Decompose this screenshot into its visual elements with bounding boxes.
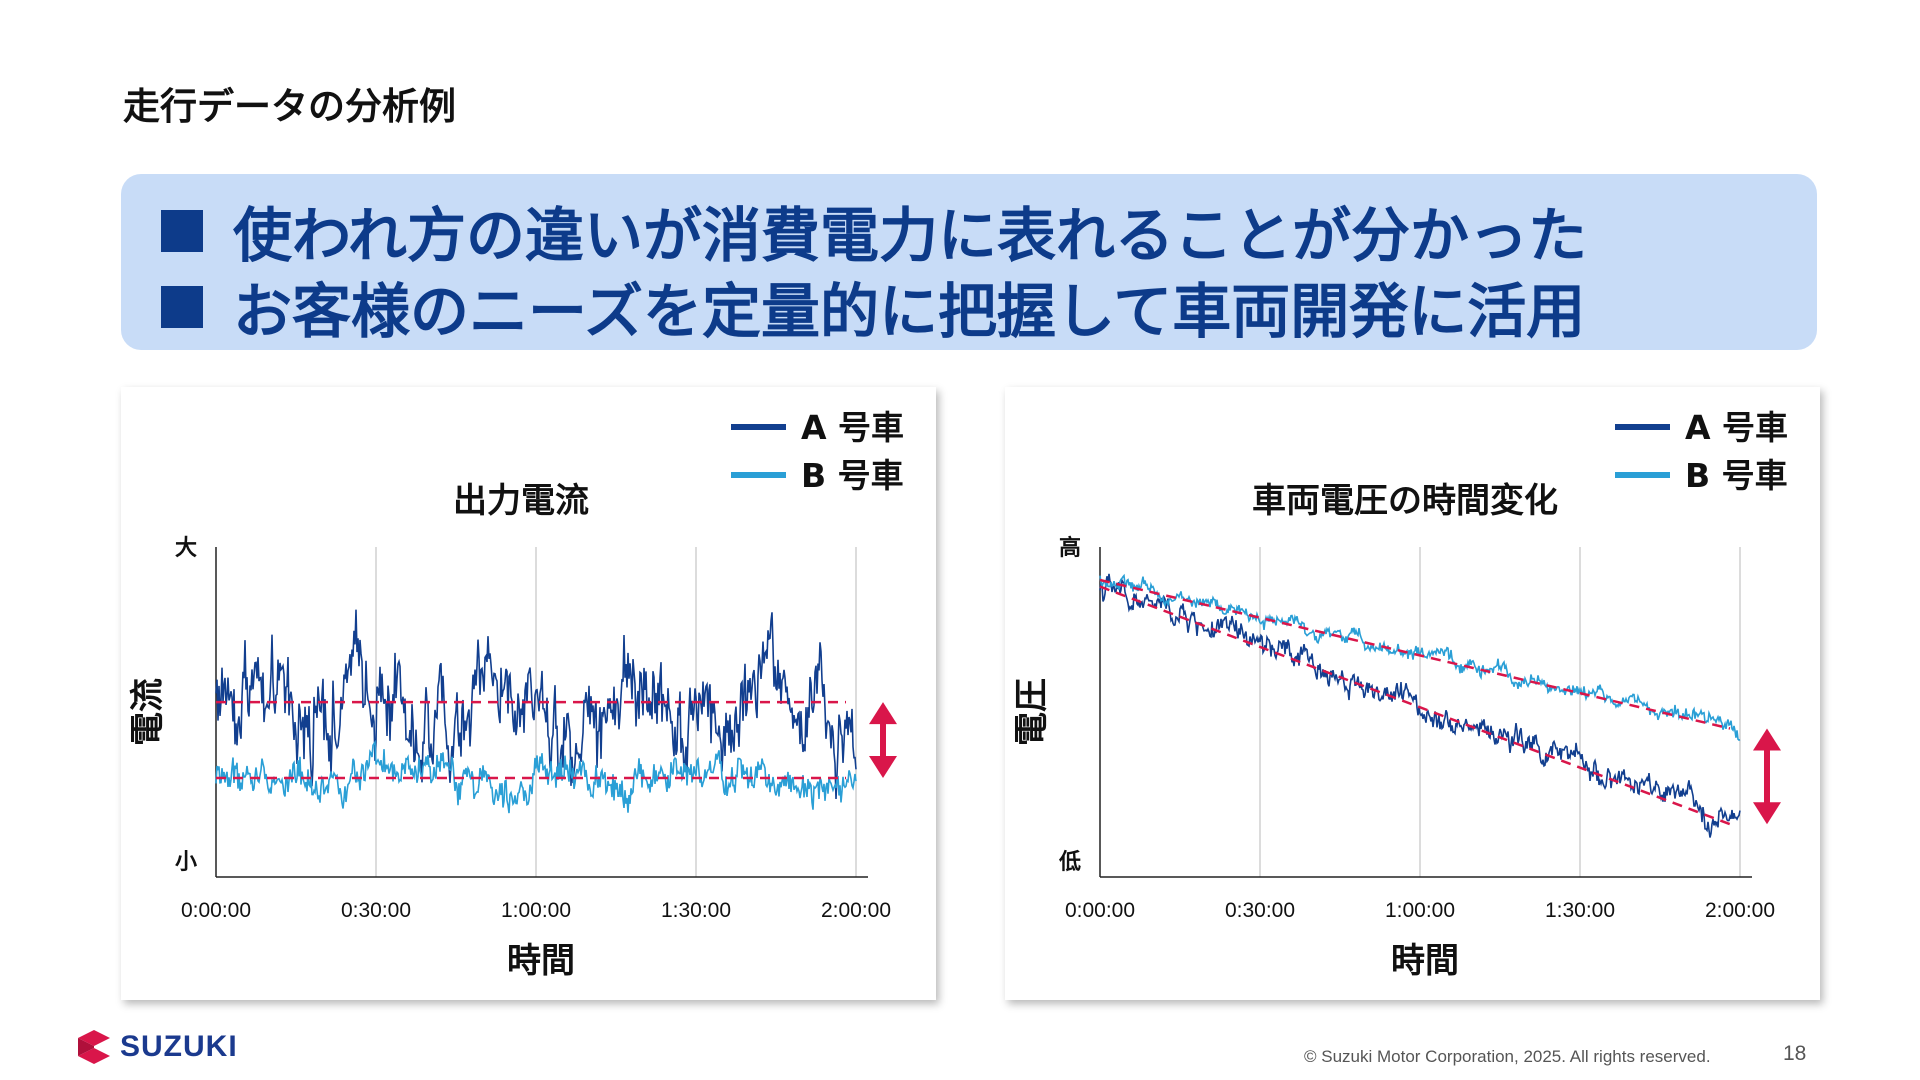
series-line (1099, 573, 1741, 742)
x-tick-label: 2:00:00 (1705, 899, 1775, 922)
chart-title: 車両電圧の時間変化 (1252, 481, 1558, 521)
reference-line (1099, 585, 1731, 826)
logo-wordmark: SUZUKI (120, 1030, 238, 1063)
current-chart-card: 出力電流 A 号車 B 号車 0:00:00 0:30:00 1:00:00 1:30:00… (121, 387, 936, 1000)
x-tick-label: 2:00:00 (821, 899, 891, 922)
reference-line (1099, 578, 1731, 730)
arrow-head-up-icon (869, 702, 897, 725)
series-line (215, 609, 857, 800)
y-high-label: 大 (175, 536, 197, 561)
voltage-chart-card: 車両電圧の時間変化 A 号車 B 号車 0:00:00 0:30:00 1:00:00 1:… (1005, 387, 1820, 1000)
slide-title: 走行データの分析例 (123, 85, 456, 128)
square-bullet-icon (161, 209, 203, 252)
x-tick-label: 0:00:00 (1065, 899, 1135, 922)
copyright-text: © Suzuki Motor Corporation, 2025. All ri… (1304, 1047, 1711, 1066)
banner-line-2: お客様のニーズを定量的に把握して車両開発に活用 (161, 264, 1585, 349)
x-tick-label: 1:00:00 (501, 899, 571, 922)
y-low-label: 低 (1058, 850, 1081, 875)
chart-title: 出力電流 (453, 481, 589, 521)
series-line (1099, 573, 1741, 838)
x-tick-label: 0:00:00 (181, 899, 251, 922)
legend-label: B 号車 (801, 456, 904, 495)
legend-label: A 号車 (801, 408, 904, 447)
suzuki-logo: SUZUKI (76, 1030, 238, 1064)
x-axis-label: 時間 (1391, 941, 1459, 981)
arrow-head-up-icon (1753, 728, 1781, 751)
x-tick-label: 0:30:00 (341, 899, 411, 922)
suzuki-s-logo-icon (78, 1030, 110, 1064)
x-tick-label: 1:30:00 (661, 899, 731, 922)
banner-text-2: お客様のニーズを定量的に把握して車両開発に活用 (233, 277, 1586, 346)
arrow-head-down-icon (869, 756, 897, 778)
y-axis-label: 電圧 (1012, 678, 1052, 746)
y-high-label: 高 (1059, 535, 1081, 561)
x-axis-label: 時間 (507, 941, 575, 981)
square-bullet-icon (161, 285, 203, 328)
y-axis-label: 電流 (128, 678, 168, 746)
x-tick-label: 1:30:00 (1545, 899, 1615, 922)
y-low-label: 小 (175, 850, 197, 875)
x-tick-label: 0:30:00 (1225, 899, 1295, 922)
legend-label: B 号車 (1685, 456, 1788, 495)
banner-text-1: 使われ方の違いが消費電力に表れることが分かった (233, 201, 1588, 270)
legend-label: A 号車 (1685, 408, 1788, 447)
page-number: 18 (1783, 1042, 1807, 1065)
arrow-head-down-icon (1753, 802, 1781, 825)
x-tick-label: 1:00:00 (1385, 899, 1455, 922)
summary-banner: 使われ方の違いが消費電力に表れることが分かった お客様のニーズを定量的に把握して… (121, 174, 1817, 350)
voltage-chart: 車両電圧の時間変化 A 号車 B 号車 0:00:00 0:30:00 1:00:00 1:… (1012, 408, 1788, 981)
current-chart: 出力電流 A 号車 B 号車 0:00:00 0:30:00 1:00:00 1:30:00… (128, 408, 904, 981)
banner-line-1: 使われ方の違いが消費電力に表れることが分かった (161, 188, 1587, 273)
